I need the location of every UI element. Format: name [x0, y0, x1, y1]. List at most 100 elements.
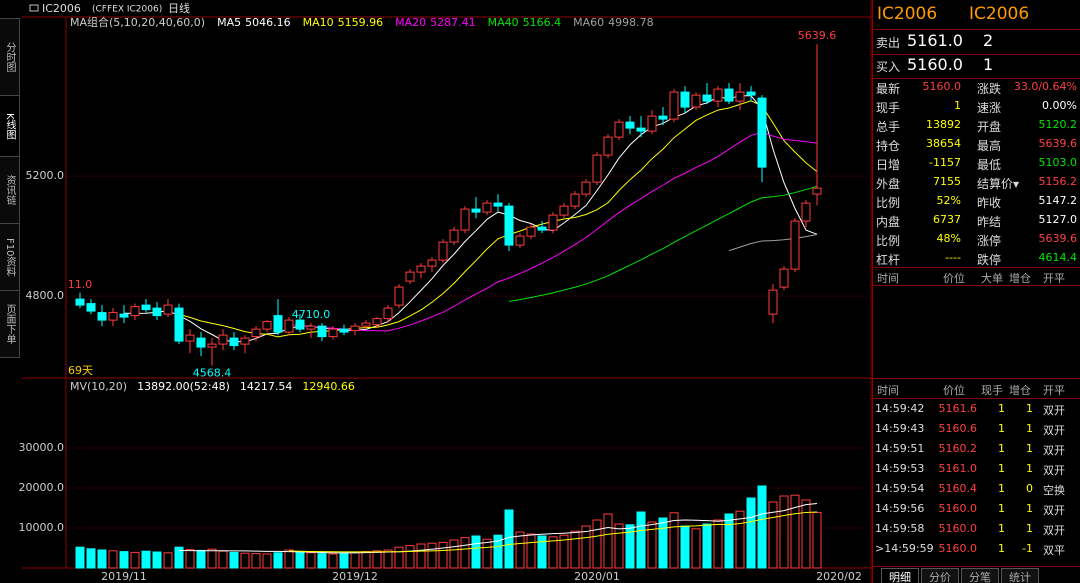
trade-cell: 双开 — [1043, 424, 1065, 437]
sidebar-tab[interactable]: 页面下单 — [0, 290, 20, 358]
trade-cell: 14:59:42 — [875, 402, 925, 415]
volume-bar — [515, 531, 525, 569]
volume-bar — [746, 497, 756, 569]
volume-bar — [152, 551, 162, 569]
volume-bar — [75, 546, 85, 569]
trade-cell: 1 — [998, 542, 1005, 555]
trade-cell: 双开 — [1043, 404, 1065, 417]
quote-value: 5160.0 — [922, 80, 962, 93]
volume-bar — [284, 549, 294, 569]
candle-body — [174, 307, 184, 342]
sidebar-tab[interactable]: F10资料 — [0, 223, 20, 291]
volume-bar — [361, 551, 371, 569]
candle-body — [680, 91, 690, 108]
volume-bar — [801, 499, 811, 569]
candle-body — [207, 343, 217, 348]
trade-cell: 14:59:58 — [875, 522, 925, 535]
bottom-tab[interactable]: 明细 — [881, 568, 919, 583]
quote-value: 5147.2 — [1038, 194, 1078, 207]
candle-body — [383, 307, 393, 320]
quote-title: IC2006 — [969, 4, 1030, 24]
candle-body — [515, 235, 525, 246]
chart: IC2006 (CFFEX IC2006) 日线 4800.0 5200.0 100… — [18, 0, 872, 583]
volume-bar — [647, 521, 657, 569]
sidebar-tab[interactable]: K线图 — [0, 95, 20, 157]
y-tick-label: 20000.0 — [19, 481, 65, 494]
trade-cell: 14:59:56 — [875, 502, 925, 515]
note: 69天 — [68, 364, 93, 377]
quote-label: 最新 — [876, 82, 901, 96]
legend-item: 4998.78 — [608, 16, 654, 29]
volume-bar — [702, 523, 712, 569]
trade-cell: 5160.0 — [938, 502, 978, 515]
period[interactable]: 日线 — [168, 1, 190, 15]
volume-bar — [460, 537, 470, 569]
sidebar-tab[interactable]: 资讯链 — [0, 156, 20, 224]
volume-bar — [251, 553, 261, 569]
candle-body — [482, 202, 492, 213]
quote-label: 涨跌 — [977, 82, 1002, 96]
book-side: 卖出 — [876, 36, 901, 50]
y-tick-label: 4800.0 — [26, 289, 65, 302]
column-header: 增仓 — [1009, 384, 1031, 397]
volume-bar — [229, 551, 239, 569]
trade-cell: 1 — [1026, 422, 1033, 435]
trade-cell: 双开 — [1043, 524, 1065, 537]
candle-body — [526, 226, 536, 237]
candle-body — [273, 315, 283, 333]
exchange: (CFFEX IC2006) — [92, 5, 162, 15]
volume-bar — [570, 530, 580, 569]
quote-value: 52% — [936, 194, 961, 207]
quote-value: 5639.6 — [1038, 232, 1078, 245]
volume-bar — [757, 485, 767, 569]
volume-bar — [548, 536, 558, 569]
volume-bar — [482, 538, 492, 569]
volume-bar — [559, 534, 569, 569]
quote-label: 昨收 — [977, 196, 1002, 210]
candle-body — [548, 214, 558, 231]
candle-body — [141, 304, 151, 311]
quote-label: 最高 — [977, 139, 1002, 153]
sidebar-tab[interactable]: 分时图 — [0, 18, 20, 96]
quote-label: 开盘 — [977, 120, 1002, 134]
divider — [873, 398, 1080, 399]
quote-value: 5639.6 — [1038, 137, 1078, 150]
quote-label: 持仓 — [876, 139, 901, 153]
legend-item: 12940.66 — [302, 380, 355, 393]
quote-value: 13892 — [926, 118, 961, 131]
candle-body — [592, 154, 602, 183]
candle-body — [570, 193, 580, 207]
candle-body — [438, 241, 448, 261]
candle-body — [669, 91, 679, 120]
candle-body — [185, 334, 195, 342]
quote-value: 1 — [954, 99, 961, 112]
bottom-tab[interactable]: 分价 — [921, 568, 959, 583]
bottom-tab[interactable]: 分笔 — [961, 568, 999, 583]
trade-cell: 1 — [1026, 462, 1033, 475]
book-qty: 1 — [983, 55, 994, 74]
legend-item: MA10 — [303, 16, 334, 29]
candle-body — [394, 286, 404, 306]
bottom-tab[interactable]: 统计 — [1001, 568, 1039, 583]
trade-cell: 1 — [998, 482, 1005, 495]
volume-bar — [372, 550, 382, 569]
symbol: IC2006 — [42, 2, 81, 15]
candle-body — [581, 181, 591, 195]
quote-value: 33.0/0.64% — [1013, 80, 1077, 93]
volume-bar — [218, 550, 228, 569]
trade-cell: 双开 — [1043, 504, 1065, 517]
quote-label: 最低 — [977, 158, 1002, 172]
candle-body — [317, 325, 327, 338]
quote-value: 38654 — [926, 137, 961, 150]
volume-bar — [768, 501, 778, 569]
divider — [873, 54, 1080, 55]
candle-body — [119, 313, 129, 318]
candle-body — [504, 205, 514, 246]
column-header: 现手 — [981, 384, 1003, 397]
trade-cell: 5160.2 — [938, 442, 978, 455]
book-price: 5161.0 — [907, 31, 963, 50]
volume-bar — [163, 552, 173, 569]
candle-body — [460, 208, 470, 231]
volume-bar — [317, 553, 327, 569]
divider — [873, 378, 1080, 379]
